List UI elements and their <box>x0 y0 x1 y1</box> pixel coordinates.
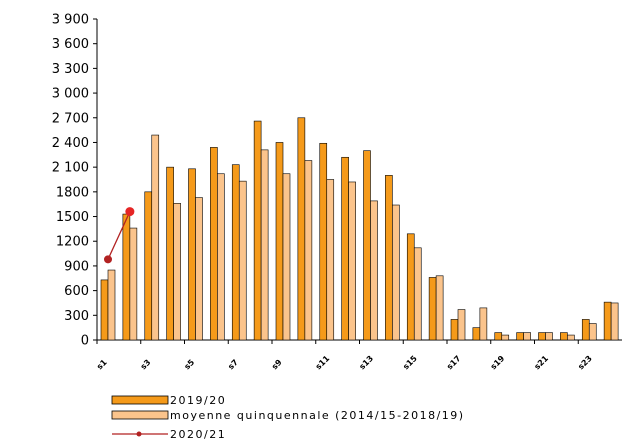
bar-average <box>238 180 247 341</box>
x-tick-label: s9 <box>270 357 284 371</box>
bar-average <box>392 204 400 341</box>
bar-average <box>370 200 378 341</box>
bar-2019-20 <box>385 175 393 341</box>
bar-average <box>523 332 531 341</box>
y-tick-label: 2 100 <box>52 161 89 176</box>
bar-2019-20 <box>560 332 568 341</box>
y-tick-label: 0 <box>81 334 89 349</box>
bar-average <box>348 181 356 341</box>
line-point-2020-21 <box>104 255 112 264</box>
bar-average <box>282 173 291 341</box>
bar-average <box>151 134 160 341</box>
bar-2019-20 <box>363 150 371 341</box>
y-tick-label: 900 <box>64 259 89 274</box>
bar-average <box>304 160 313 341</box>
legend-swatch-2019-20 <box>111 395 169 405</box>
bar-average <box>610 302 619 341</box>
x-axis: s1 s3 s5 s7 s9 s11 s13 s15 s17 s19 s21 s23 <box>95 339 622 372</box>
bar-2019-20 <box>472 327 481 341</box>
bar-2019-20 <box>297 117 306 341</box>
bar-2019-20 <box>275 142 284 341</box>
bar-average <box>129 227 138 341</box>
bar-average <box>435 275 444 341</box>
bar-2019-20 <box>166 166 174 341</box>
bar-2019-20 <box>494 332 503 341</box>
y-axis: 0 300 600 900 1200 1500 1800 2 100 2 400 2 700 3 0… <box>52 13 98 349</box>
bar-average <box>413 247 422 341</box>
legend-marker-2020-21 <box>136 431 142 437</box>
legend-label-2019-20: 2019/20 <box>170 394 226 407</box>
bar-2019-20 <box>341 156 349 341</box>
y-tick-label: 300 <box>64 309 89 324</box>
y-tick-label: 1500 <box>56 210 89 225</box>
bar-2019-20 <box>144 191 153 341</box>
y-tick-label: 2 700 <box>52 111 89 126</box>
bar-average <box>457 309 466 341</box>
legend-label-average: moyenne quinquennale (2014/15-2018/19) <box>170 409 465 422</box>
bar-average <box>479 307 488 341</box>
y-tick-label: 600 <box>64 284 89 299</box>
y-tick-label: 2 400 <box>52 136 89 151</box>
bar-average <box>545 332 553 341</box>
bar-2019-20 <box>538 332 546 341</box>
bar-2019-20 <box>188 168 196 341</box>
bar-average <box>501 334 510 341</box>
x-tick-label: s1 <box>95 357 109 371</box>
x-tick-label: s5 <box>183 357 197 371</box>
y-tick-label: 3 300 <box>52 62 89 77</box>
bar-average <box>173 203 181 341</box>
y-tick-label: 1200 <box>56 235 89 250</box>
bar-average <box>217 173 225 341</box>
bar-average <box>195 197 203 341</box>
x-tick-label: s21 <box>533 354 551 372</box>
bar-2019-20 <box>516 332 524 341</box>
legend: 2019/20 moyenne quinquennale (2014/15-20… <box>111 394 465 441</box>
x-tick-label: s13 <box>358 354 376 372</box>
bar-2019-20 <box>210 147 218 341</box>
bar-2019-20 <box>231 164 240 341</box>
bar-2019-20 <box>319 142 328 341</box>
y-tick-label: 3 900 <box>52 13 89 28</box>
legend-label-2020-21: 2020/21 <box>170 428 226 441</box>
line-point-2020-21 <box>125 207 135 217</box>
line-2020-21 <box>107 211 131 260</box>
bar-average <box>326 179 335 341</box>
bar-2019-20 <box>603 301 612 341</box>
bars <box>100 117 619 341</box>
bar-2019-20 <box>253 120 262 341</box>
bar-2019-20 <box>100 279 109 341</box>
x-tick-label: s7 <box>226 358 240 372</box>
y-tick-label: 3 000 <box>52 87 89 102</box>
bar-average <box>260 149 269 341</box>
x-tick-label: s15 <box>401 354 419 372</box>
bar-average <box>107 269 116 341</box>
bar-2019-20 <box>406 233 415 341</box>
bar-2019-20 <box>122 213 131 341</box>
bar-2019-20 <box>581 319 590 341</box>
x-tick-label: s23 <box>576 354 594 372</box>
line-series <box>104 207 135 264</box>
legend-swatch-average <box>111 410 169 420</box>
bar-average <box>567 334 575 341</box>
x-tick-label: s11 <box>314 354 332 372</box>
y-tick-label: 1800 <box>56 185 89 200</box>
y-tick-label: 3 600 <box>52 37 89 52</box>
bar-average <box>588 323 597 341</box>
bar-2019-20 <box>428 277 437 341</box>
x-tick-label: s19 <box>489 354 507 372</box>
bar-2019-20 <box>450 319 459 341</box>
x-tick-label: s3 <box>139 358 153 372</box>
x-tick-label: s17 <box>445 354 463 372</box>
